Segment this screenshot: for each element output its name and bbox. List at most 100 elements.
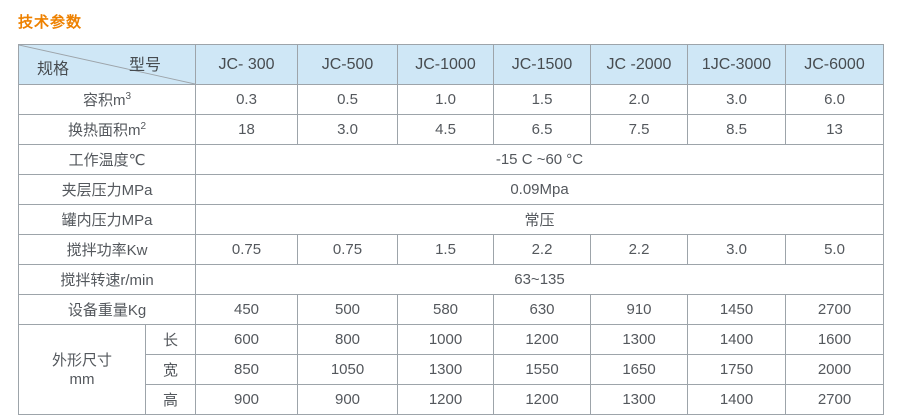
cell-height-3: 1200	[493, 384, 591, 415]
superscript: 2	[140, 121, 147, 132]
cell-jacket-pressure-merged: 0.09Mpa	[195, 174, 884, 205]
table-row-stir-power: 搅拌功率Kw 0.75 0.75 1.5 2.2 2.2 3.0 5.0	[18, 234, 884, 265]
cell-height-6: 2700	[785, 384, 884, 415]
cell-length-4: 1300	[590, 324, 688, 355]
sub-label-width: 宽	[145, 354, 196, 385]
diagonal-line-icon	[19, 45, 195, 84]
model-header-jc300: JC- 300	[195, 44, 298, 85]
cell-weight-4: 910	[590, 294, 688, 325]
table-row-volume: 容积m3 0.3 0.5 1.0 1.5 2.0 3.0 6.0	[18, 84, 884, 115]
row-label-heat-area: 换热面积m2	[18, 114, 196, 145]
corner-spec-label: 规格	[37, 61, 70, 78]
row-label-text: 罐内压力MPa	[61, 212, 153, 229]
cell-tank-pressure-merged: 常压	[195, 204, 884, 235]
table-row-jacket-pressure: 夹层压力MPa 0.09Mpa	[18, 174, 884, 205]
cell-weight-0: 450	[195, 294, 298, 325]
sub-label-length: 长	[145, 324, 196, 355]
cell-heat-4: 7.5	[590, 114, 688, 145]
table-row-dim-height: 高 900 900 1200 1200 1300 1400 2700	[19, 384, 884, 415]
cell-heat-6: 13	[785, 114, 884, 145]
cell-weight-2: 580	[397, 294, 494, 325]
cell-heat-0: 18	[195, 114, 298, 145]
row-label-text: 容积m	[82, 92, 126, 109]
cell-width-1: 1050	[297, 354, 398, 385]
dimensions-label-line1: 外形尺寸	[51, 351, 112, 369]
row-label-jacket-pressure: 夹层压力MPa	[18, 174, 196, 205]
cell-width-5: 1750	[687, 354, 786, 385]
table-row-work-temp: 工作温度℃ -15 C ~60 °C	[18, 144, 884, 175]
cell-heat-2: 4.5	[397, 114, 494, 145]
row-label-tank-pressure: 罐内压力MPa	[18, 204, 196, 235]
table-row-tank-pressure: 罐内压力MPa 常压	[18, 204, 884, 235]
superscript: 3	[125, 91, 132, 102]
cell-weight-3: 630	[493, 294, 591, 325]
cell-length-1: 800	[297, 324, 398, 355]
model-header-jc500: JC-500	[297, 44, 398, 85]
sub-label-height: 高	[145, 384, 196, 415]
corner-model-label: 型号	[128, 57, 161, 74]
table-header-row: 型号 规格 JC- 300 JC-500 JC-1000 JC-1500 JC …	[18, 44, 884, 85]
cell-power-2: 1.5	[397, 234, 494, 265]
cell-width-3: 1550	[493, 354, 591, 385]
row-label-volume: 容积m3	[18, 84, 196, 115]
cell-volume-6: 6.0	[785, 84, 884, 115]
row-label-stir-power: 搅拌功率Kw	[18, 234, 196, 265]
model-header-jc1000: JC-1000	[397, 44, 494, 85]
cell-volume-2: 1.0	[397, 84, 494, 115]
row-label-text: 搅拌转速r/min	[60, 272, 154, 289]
cell-volume-3: 1.5	[493, 84, 591, 115]
cell-power-0: 0.75	[195, 234, 298, 265]
spec-table: 型号 规格 JC- 300 JC-500 JC-1000 JC-1500 JC …	[18, 44, 884, 415]
cell-width-2: 1300	[397, 354, 494, 385]
cell-length-6: 1600	[785, 324, 884, 355]
cell-power-6: 5.0	[785, 234, 884, 265]
dimensions-label-line2: mm	[69, 370, 95, 388]
cell-power-1: 0.75	[297, 234, 398, 265]
cell-weight-6: 2700	[785, 294, 884, 325]
row-label-stir-speed: 搅拌转速r/min	[18, 264, 196, 295]
table-row-dim-length: 外形尺寸 mm 长 600 800 1000 1200 1300 1400 16…	[18, 324, 884, 415]
table-row-weight: 设备重量Kg 450 500 580 630 910 1450 2700	[18, 294, 884, 325]
cell-height-2: 1200	[397, 384, 494, 415]
cell-length-3: 1200	[493, 324, 591, 355]
cell-heat-3: 6.5	[493, 114, 591, 145]
cell-width-6: 2000	[785, 354, 884, 385]
row-label-text: 夹层压力MPa	[61, 182, 153, 199]
row-label-text: 设备重量Kg	[67, 302, 147, 319]
cell-power-5: 3.0	[687, 234, 786, 265]
model-header-jc3000: 1JC-3000	[687, 44, 786, 85]
row-label-work-temp: 工作温度℃	[18, 144, 196, 175]
cell-volume-0: 0.3	[195, 84, 298, 115]
cell-power-3: 2.2	[493, 234, 591, 265]
model-header-jc1500: JC-1500	[493, 44, 591, 85]
cell-length-2: 1000	[397, 324, 494, 355]
table-row-stir-speed: 搅拌转速r/min 63~135	[18, 264, 884, 295]
row-label-text: 工作温度℃	[68, 152, 146, 169]
cell-height-4: 1300	[590, 384, 688, 415]
page-title: 技术参数	[18, 14, 83, 31]
cell-width-0: 850	[195, 354, 298, 385]
cell-heat-1: 3.0	[297, 114, 398, 145]
cell-volume-4: 2.0	[590, 84, 688, 115]
cell-heat-5: 8.5	[687, 114, 786, 145]
dimensions-label: 外形尺寸 mm	[18, 324, 146, 415]
table-row-dim-width: 宽 850 1050 1300 1550 1650 1750 2000	[19, 354, 884, 385]
cell-volume-1: 0.5	[297, 84, 398, 115]
cell-height-1: 900	[297, 384, 398, 415]
row-label-weight: 设备重量Kg	[18, 294, 196, 325]
cell-power-4: 2.2	[590, 234, 688, 265]
cell-width-4: 1650	[590, 354, 688, 385]
cell-height-0: 900	[195, 384, 298, 415]
diagonal-header-cell: 型号 规格	[18, 44, 196, 85]
row-label-text: 换热面积m	[67, 122, 141, 139]
table-row-heat-area: 换热面积m2 18 3.0 4.5 6.5 7.5 8.5 13	[18, 114, 884, 145]
cell-height-5: 1400	[687, 384, 786, 415]
model-header-jc6000: JC-6000	[785, 44, 884, 85]
cell-length-5: 1400	[687, 324, 786, 355]
model-header-jc2000: JC -2000	[590, 44, 688, 85]
cell-weight-5: 1450	[687, 294, 786, 325]
cell-weight-1: 500	[297, 294, 398, 325]
cell-work-temp-merged: -15 C ~60 °C	[195, 144, 884, 175]
cell-volume-5: 3.0	[687, 84, 786, 115]
cell-length-0: 600	[195, 324, 298, 355]
